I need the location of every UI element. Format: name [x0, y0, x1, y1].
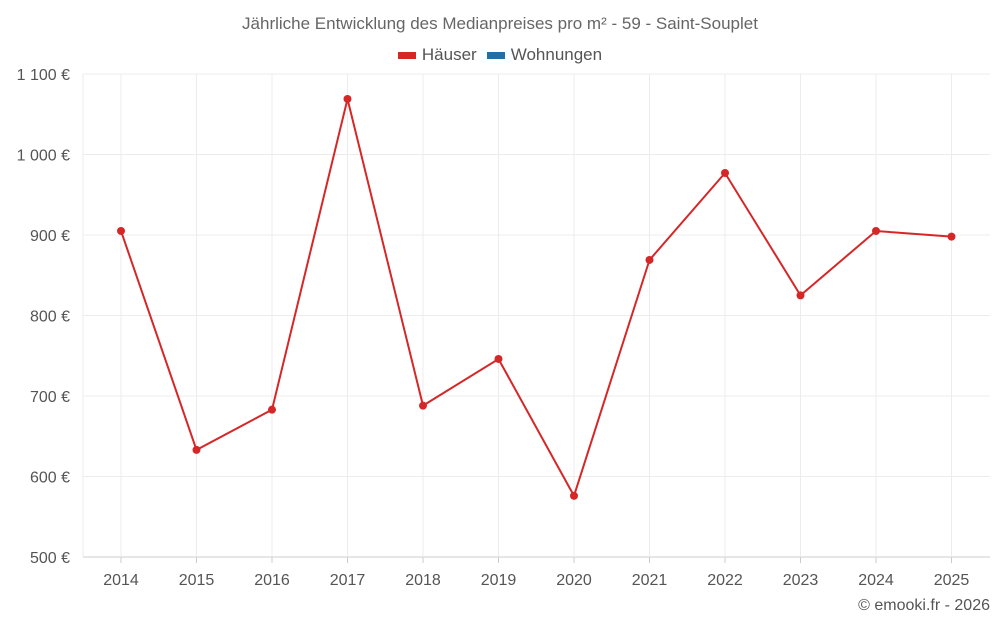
y-tick-label: 900 €	[30, 228, 70, 245]
x-tick-label: 2016	[254, 572, 290, 589]
x-tick-label: 2020	[556, 572, 592, 589]
x-tick-label: 2024	[858, 572, 894, 589]
legend: Häuser Wohnungen	[0, 45, 1000, 65]
data-point	[192, 445, 201, 454]
x-tick-label: 2015	[179, 572, 215, 589]
data-point	[268, 405, 276, 414]
data-point	[419, 401, 427, 410]
legend-swatch-wohnungen	[486, 51, 505, 59]
y-tick-label: 500 €	[30, 550, 70, 567]
y-tick-label: 1 100 €	[17, 67, 70, 84]
series-line	[120, 98, 952, 499]
x-tick-label: 2021	[632, 572, 668, 589]
x-tick-label: 2022	[707, 572, 743, 589]
legend-item-wohnungen[interactable]: Wohnungen	[486, 45, 603, 65]
x-tick-label: 2019	[481, 572, 517, 589]
x-tick-label: 2018	[405, 572, 441, 589]
y-tick-label: 600 €	[30, 470, 70, 487]
data-point	[570, 491, 578, 500]
legend-label-wohnungen: Wohnungen	[510, 45, 603, 64]
y-tick-label: 1 000 €	[17, 148, 70, 165]
chart-title: Jährliche Entwicklung des Medianpreises …	[242, 14, 758, 33]
legend-swatch-haeuser	[397, 51, 416, 59]
credit: © emooki.fr - 2026	[858, 597, 990, 614]
x-tick-label: 2014	[103, 572, 139, 589]
data-point	[796, 291, 805, 300]
x-tick-label: 2025	[934, 572, 970, 589]
data-point	[645, 255, 654, 264]
y-tick-label: 800 €	[30, 309, 70, 326]
y-tick-label: 700 €	[30, 389, 70, 406]
data-point	[721, 169, 729, 178]
data-point	[117, 226, 125, 235]
legend-item-haeuser[interactable]: Häuser	[397, 45, 477, 65]
x-tick-label: 2017	[330, 572, 366, 589]
data-point	[947, 232, 956, 241]
legend-label-haeuser: Häuser	[421, 45, 477, 64]
data-point	[343, 94, 352, 103]
x-tick-label: 2023	[783, 572, 819, 589]
data-point	[872, 226, 880, 235]
data-point	[494, 354, 503, 363]
